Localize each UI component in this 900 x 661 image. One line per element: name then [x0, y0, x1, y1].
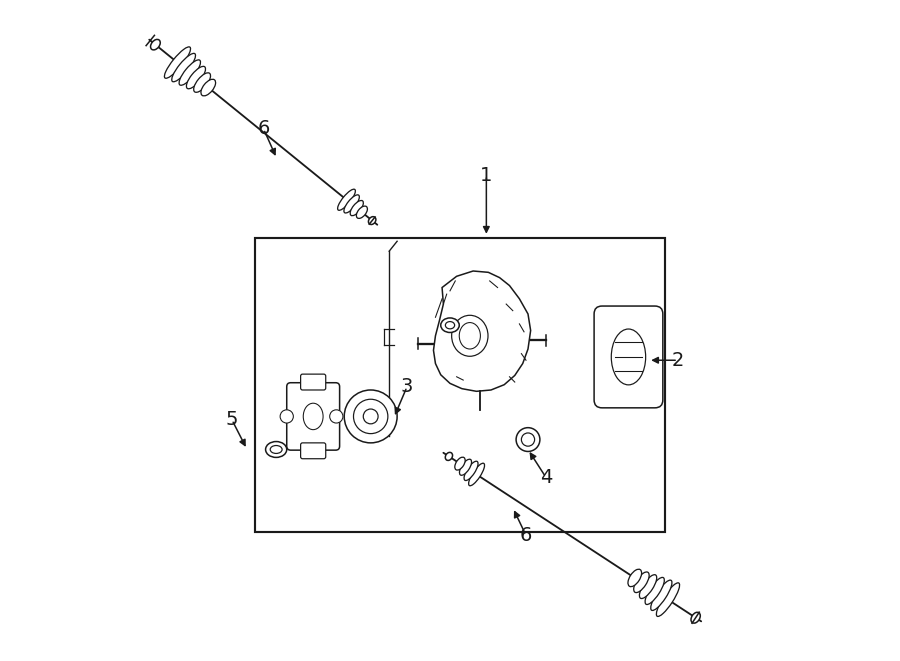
- Ellipse shape: [691, 612, 700, 623]
- Ellipse shape: [179, 60, 201, 85]
- Ellipse shape: [460, 459, 472, 475]
- Circle shape: [329, 410, 343, 423]
- Ellipse shape: [645, 578, 664, 605]
- Ellipse shape: [194, 73, 211, 93]
- Text: 2: 2: [672, 351, 684, 369]
- Text: 1: 1: [481, 166, 492, 184]
- Bar: [255, 238, 665, 532]
- Ellipse shape: [350, 200, 364, 215]
- Ellipse shape: [469, 463, 484, 486]
- Ellipse shape: [446, 452, 453, 461]
- Ellipse shape: [368, 217, 376, 225]
- Ellipse shape: [639, 574, 657, 599]
- Ellipse shape: [165, 47, 191, 78]
- Ellipse shape: [454, 457, 465, 470]
- Ellipse shape: [634, 572, 649, 593]
- Ellipse shape: [356, 206, 367, 218]
- Circle shape: [280, 410, 293, 423]
- Text: 6: 6: [520, 526, 532, 545]
- FancyBboxPatch shape: [301, 443, 326, 459]
- Text: 6: 6: [257, 120, 270, 138]
- Circle shape: [344, 390, 397, 443]
- Ellipse shape: [656, 583, 680, 617]
- Ellipse shape: [651, 580, 672, 611]
- Ellipse shape: [172, 54, 195, 82]
- Ellipse shape: [186, 66, 205, 89]
- FancyBboxPatch shape: [287, 383, 339, 450]
- Text: 4: 4: [540, 468, 552, 486]
- Ellipse shape: [266, 442, 287, 457]
- Circle shape: [516, 428, 540, 451]
- Ellipse shape: [150, 40, 160, 50]
- Ellipse shape: [464, 461, 478, 481]
- Ellipse shape: [441, 318, 459, 332]
- Text: 3: 3: [400, 377, 413, 396]
- Ellipse shape: [201, 79, 216, 96]
- Ellipse shape: [628, 569, 642, 587]
- FancyBboxPatch shape: [594, 306, 662, 408]
- Ellipse shape: [338, 189, 356, 210]
- Polygon shape: [434, 271, 531, 391]
- FancyBboxPatch shape: [301, 374, 326, 390]
- Text: 5: 5: [226, 410, 239, 429]
- Ellipse shape: [344, 195, 359, 213]
